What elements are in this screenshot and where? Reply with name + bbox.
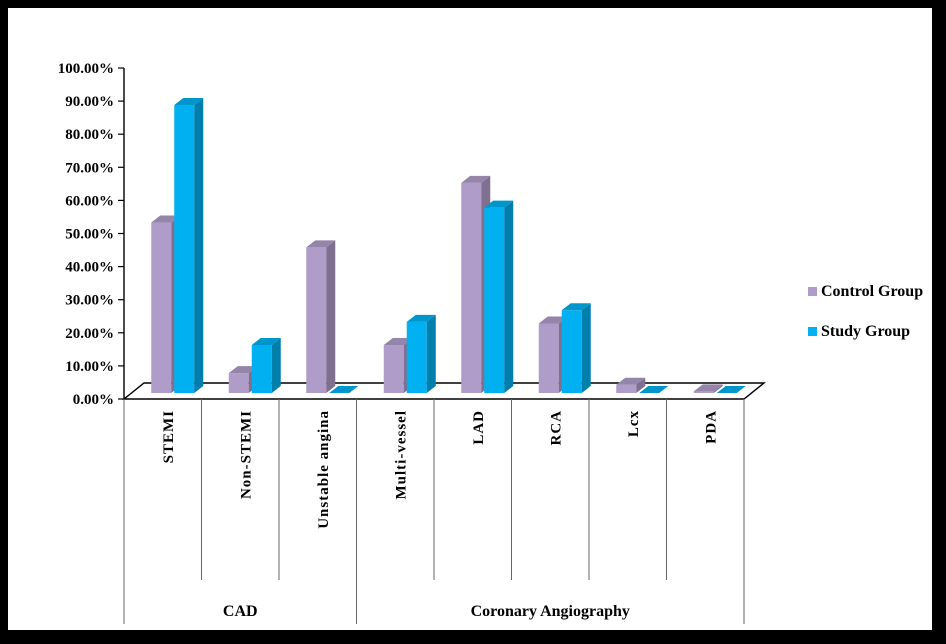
x-tick-label: Multi-vessel bbox=[393, 410, 409, 499]
x-tick-label: Unstable angina bbox=[316, 410, 332, 529]
x-tick-label: LAD bbox=[471, 410, 487, 445]
bar-front bbox=[251, 345, 272, 393]
chart-floor bbox=[122, 382, 766, 400]
bar-front bbox=[174, 105, 195, 393]
y-tick-label: 0.00% bbox=[73, 392, 114, 408]
bar-top bbox=[538, 316, 568, 324]
legend-label: Study Group bbox=[821, 323, 910, 340]
bar-side bbox=[636, 377, 646, 393]
y-tick-label: 40.00% bbox=[65, 260, 114, 276]
x-tick-label: RCA bbox=[548, 410, 564, 446]
bar-top bbox=[461, 175, 491, 183]
x-tick-label: STEMI bbox=[161, 410, 177, 463]
bar-front bbox=[616, 384, 637, 393]
bar-top bbox=[639, 386, 669, 393]
y-tick-label: 80.00% bbox=[65, 127, 114, 143]
bar-side bbox=[194, 98, 204, 393]
legend-label: Control Group bbox=[821, 283, 923, 300]
y-tick-label: 70.00% bbox=[65, 160, 114, 176]
bar-top bbox=[383, 338, 413, 346]
bar-front bbox=[538, 323, 559, 393]
x-tick-label: Non-STEMI bbox=[238, 410, 254, 499]
bar-top bbox=[693, 384, 723, 392]
bar-front bbox=[406, 321, 427, 393]
legend-swatch bbox=[808, 327, 817, 336]
x-group-label: CAD bbox=[223, 603, 258, 620]
bar-front bbox=[484, 207, 505, 393]
y-tick-label: 100.00% bbox=[58, 61, 114, 77]
bar-side bbox=[504, 200, 514, 393]
bar-top bbox=[151, 215, 181, 223]
bar-top bbox=[716, 386, 746, 393]
bar-front bbox=[461, 182, 482, 393]
y-tick-label: 90.00% bbox=[65, 94, 114, 110]
bar-front bbox=[228, 373, 249, 393]
chart-frame: 0.00% 10.00% 20.00% 30.00% 40.00% 50.00% 60.00… bbox=[6, 6, 934, 632]
bar-front bbox=[693, 391, 714, 393]
bar-front bbox=[151, 222, 172, 393]
y-tick-label: 30.00% bbox=[65, 293, 114, 309]
y-tick-label: 20.00% bbox=[65, 326, 114, 342]
bar-side bbox=[271, 338, 281, 393]
legend-swatch bbox=[808, 287, 817, 296]
x-group-label: Coronary Angiography bbox=[471, 603, 630, 620]
x-tick-label: PDA bbox=[703, 410, 719, 444]
bar-side bbox=[713, 384, 723, 393]
bar-top bbox=[406, 314, 436, 322]
bar-top bbox=[329, 386, 359, 393]
bar-front bbox=[306, 247, 327, 393]
bar-top bbox=[251, 338, 281, 346]
bar-top bbox=[484, 200, 514, 208]
bar-front bbox=[383, 345, 404, 393]
bar-top bbox=[228, 366, 258, 374]
y-tick-label: 60.00% bbox=[65, 193, 114, 209]
y-tick-label: 10.00% bbox=[65, 359, 114, 375]
bar-side bbox=[426, 314, 436, 393]
bar-top bbox=[616, 377, 646, 385]
bar-top bbox=[561, 303, 591, 311]
bar-side bbox=[581, 303, 591, 393]
y-tick-label: 50.00% bbox=[65, 227, 114, 243]
bar-chart: 0.00% 10.00% 20.00% 30.00% 40.00% 50.00% 60.00… bbox=[58, 61, 923, 624]
bar-front bbox=[561, 310, 582, 393]
bar-side bbox=[326, 240, 336, 393]
bar-top bbox=[174, 98, 204, 106]
x-tick-label: Lcx bbox=[626, 410, 642, 437]
bar-top bbox=[306, 240, 336, 248]
